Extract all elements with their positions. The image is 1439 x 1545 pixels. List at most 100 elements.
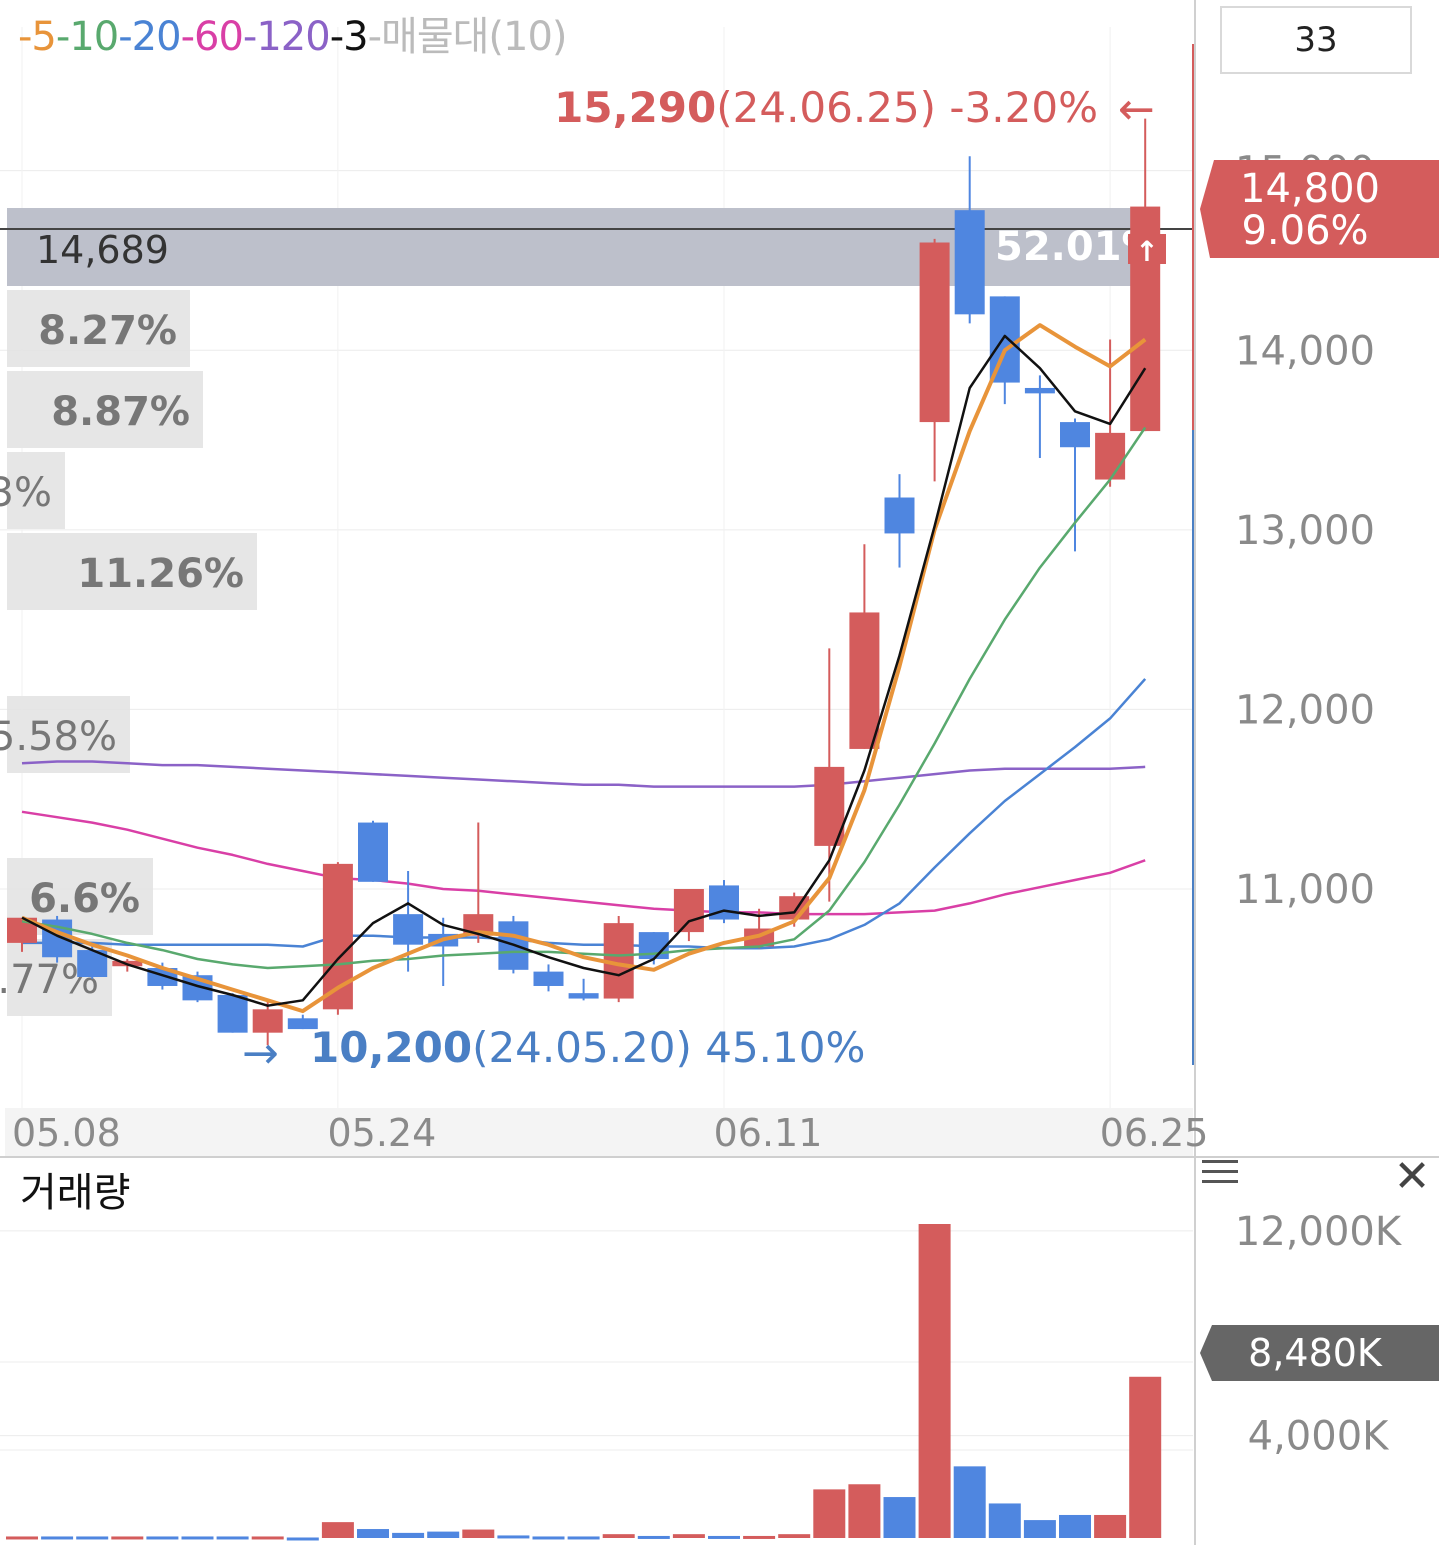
volume-bar (462, 1529, 495, 1538)
y-tick-label: 14,000 (1235, 328, 1375, 374)
high-annotation-part: (24.06.25) (716, 83, 936, 132)
x-axis-band (5, 1108, 1193, 1156)
candle (463, 822, 494, 943)
x-tick-label: 06.25 (1100, 1111, 1209, 1155)
low-annotation: 10,200(24.05.20) 45.10% (310, 1023, 865, 1072)
volume-bar (637, 1535, 670, 1539)
long-moving-averages (21, 678, 1147, 950)
volume-bar (1129, 1376, 1162, 1538)
profile-band: 14,689 52.01% (7, 208, 1162, 286)
volume-bar (76, 1536, 109, 1540)
candle-body (533, 971, 564, 986)
ma5-line (21, 323, 1147, 1014)
profile-band: 2.63% (0, 452, 65, 529)
candle-body (358, 822, 388, 882)
current-pct-label: 9.06% (1241, 208, 1368, 254)
legend-item: -120 (242, 14, 331, 60)
candle-body (1060, 422, 1090, 448)
period-input[interactable]: 33 (1220, 6, 1412, 74)
profile-bar (7, 533, 257, 610)
high-arrow-icon: ← (1118, 84, 1155, 135)
close-icon[interactable]: ✕ (1393, 1151, 1431, 1202)
candle (884, 474, 915, 568)
volume-bar (286, 1537, 319, 1541)
profile-pct: 11.26% (77, 551, 244, 597)
volume-bar (357, 1529, 389, 1538)
volume-bar (181, 1536, 214, 1540)
volume-bar (146, 1536, 179, 1540)
candle (1024, 375, 1055, 459)
volume-bar (1059, 1514, 1091, 1538)
candle (673, 889, 704, 942)
candle (1095, 339, 1126, 487)
candle-body (287, 1018, 318, 1030)
current-volume-label: 8,480K (1248, 1331, 1383, 1375)
current-price-label: 14,800 (1240, 166, 1380, 212)
volume-bar (497, 1535, 530, 1539)
volume-bar (111, 1536, 144, 1540)
volume-bar (427, 1531, 460, 1538)
profile-band: 11.26% (7, 533, 257, 610)
candle (989, 296, 1020, 405)
profile-band: 8.87% (7, 371, 203, 448)
y-tick-label: 13,000 (1235, 508, 1375, 554)
ma120-line (21, 760, 1146, 788)
candle-body (1024, 387, 1055, 394)
candle (1060, 418, 1090, 552)
candle (814, 648, 845, 902)
candle (568, 978, 599, 1001)
x-tick-label: 06.11 (714, 1111, 823, 1155)
legend-item: -5 (18, 14, 57, 60)
legend-item: -20 (118, 14, 181, 60)
high-annotation-part: 15,290 (554, 83, 716, 132)
ma-legend[interactable]: -5-10-20-60-120-3-매물대(10) (18, 4, 568, 62)
candle-body (673, 889, 704, 933)
candle (954, 156, 985, 324)
candle-body (217, 994, 248, 1033)
volume-tick-label: 12,000K (1235, 1209, 1403, 1255)
legend-item: -3 (329, 14, 369, 60)
volume-bar (1023, 1520, 1056, 1538)
candle-body (252, 1009, 283, 1033)
candle-body (1095, 432, 1126, 480)
candle-body (919, 242, 950, 423)
volume-bar (918, 1224, 951, 1538)
candle-body (989, 296, 1020, 383)
candle (217, 993, 248, 1033)
volume-bar (6, 1536, 38, 1540)
volume-bar (988, 1503, 1021, 1538)
low-annotation-part: 45.10% (692, 1023, 866, 1072)
candle-body (884, 497, 915, 534)
candle (603, 915, 634, 1003)
volume-bar (813, 1489, 846, 1538)
candle (533, 964, 564, 992)
volume-bar (848, 1484, 881, 1538)
ma20-line (22, 678, 1147, 950)
volume-bar (743, 1535, 776, 1539)
volume-bar (216, 1536, 249, 1540)
volume-bar (532, 1536, 565, 1540)
candle-body (849, 612, 880, 749)
candle (709, 880, 739, 924)
menu-icon[interactable] (1202, 1160, 1238, 1186)
low-arrow-icon: → (242, 1028, 279, 1079)
volume-bar (883, 1497, 916, 1538)
volume-title: 거래량 (20, 1170, 131, 1216)
current-volume-tag (1200, 1325, 1439, 1381)
profile-bar (7, 290, 190, 367)
profile-pct: 8.27% (38, 308, 177, 354)
profile-pct: 2.63% (0, 470, 52, 516)
candle-body (393, 914, 424, 945)
up-marker (1128, 234, 1166, 264)
volume-bar (778, 1534, 811, 1538)
candle (849, 544, 880, 749)
candle (358, 820, 388, 882)
profile-band: 5.58% (0, 696, 130, 773)
high-annotation-part: -3.20% (936, 83, 1098, 132)
legend-item: -10 (55, 14, 119, 60)
volume-bars: 12,000K 4,000K 8,480K (0, 1209, 1439, 1541)
high-annotation: 15,290(24.06.25) -3.20% (554, 83, 1098, 132)
volume-bar (567, 1536, 600, 1540)
